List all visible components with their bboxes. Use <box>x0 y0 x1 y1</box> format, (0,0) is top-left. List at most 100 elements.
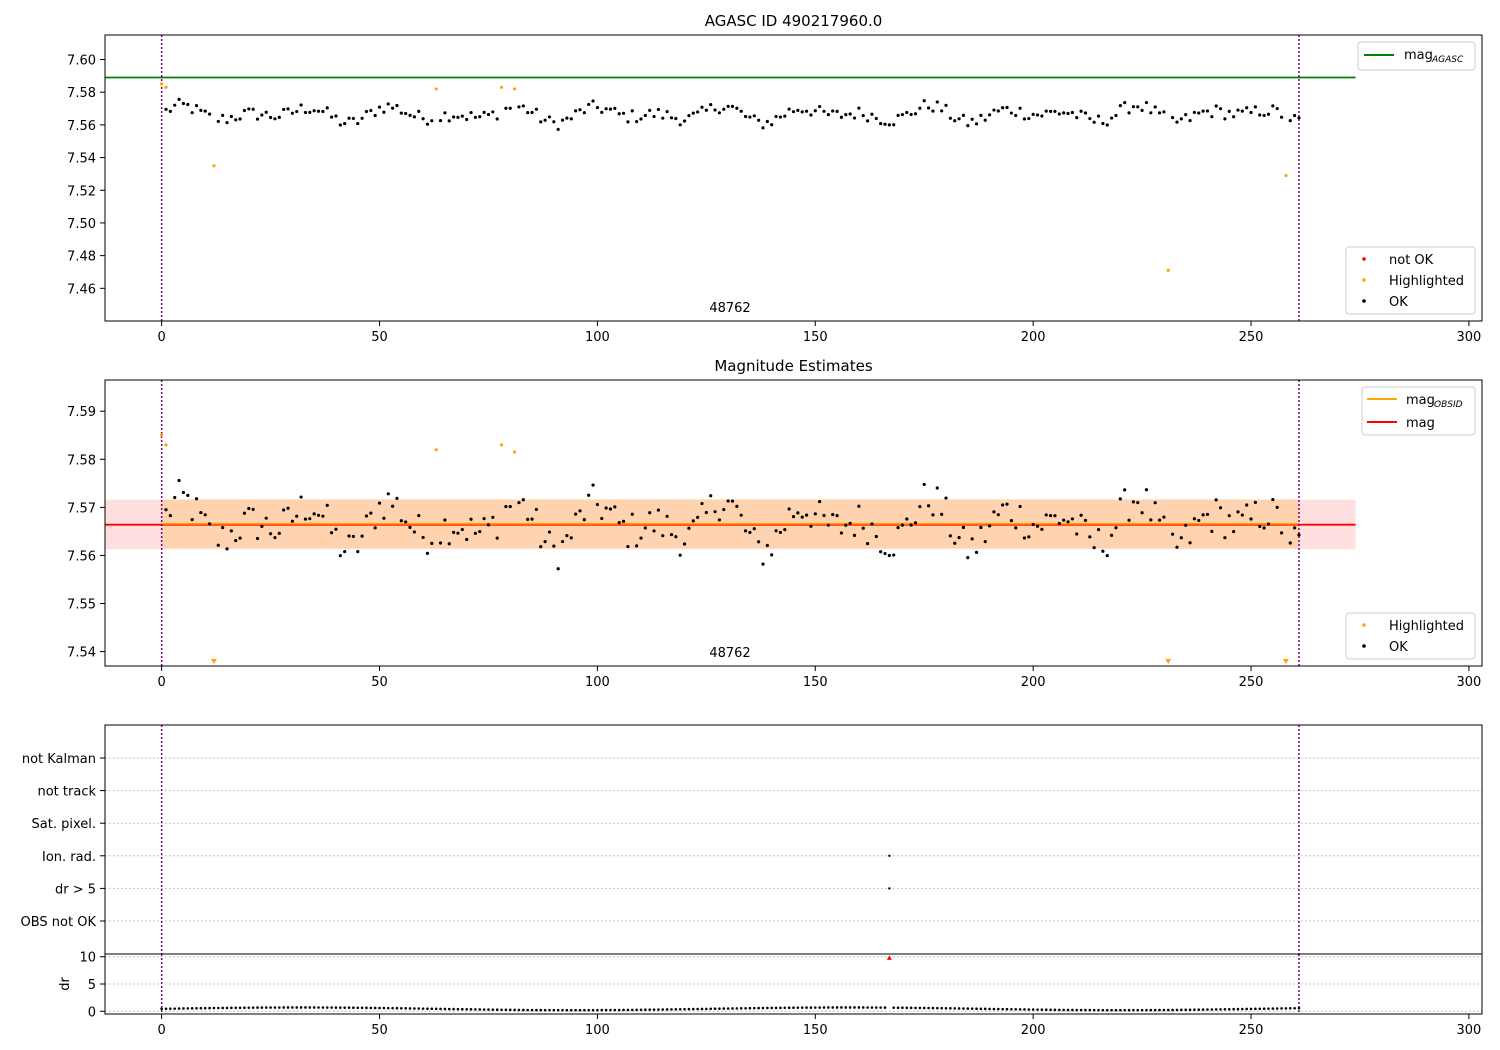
ok-point <box>1070 110 1074 115</box>
dr-point <box>1210 1008 1214 1011</box>
dr-point <box>874 1006 878 1009</box>
ok-point <box>757 540 761 544</box>
dr-point <box>1149 1008 1153 1012</box>
ok-point <box>818 499 822 504</box>
ok-point <box>1253 105 1258 109</box>
highlighted-point <box>1284 173 1288 178</box>
dr-point <box>339 1006 342 1009</box>
ok-point <box>826 523 830 527</box>
dr-point <box>678 1007 682 1011</box>
dr-point <box>1058 1008 1061 1012</box>
dr-point <box>1031 1008 1035 1011</box>
ok-point <box>1157 111 1162 115</box>
ok-point <box>608 507 613 511</box>
x-tick-label: 0 <box>158 1023 166 1038</box>
ok-point <box>587 102 591 107</box>
y-tick-label: 7.60 <box>67 54 96 69</box>
ok-point <box>918 106 922 110</box>
ok-point <box>242 511 247 515</box>
ok-point <box>852 116 857 120</box>
ok-point <box>639 536 643 540</box>
dr-point <box>687 1007 691 1011</box>
ok-point <box>948 116 952 120</box>
ok-point <box>181 490 186 495</box>
ok-point <box>168 514 172 518</box>
dr-point <box>892 1006 896 1009</box>
ok-point <box>247 107 251 111</box>
ok-point <box>987 113 992 117</box>
x-tick-label: 50 <box>371 675 388 690</box>
ok-point <box>1240 109 1244 113</box>
ok-point <box>1205 512 1210 517</box>
ok-point <box>1118 104 1122 108</box>
ok-point <box>430 119 434 123</box>
ok-point <box>748 115 752 119</box>
x-tick-label: 200 <box>1021 330 1046 345</box>
x-tick-label: 300 <box>1457 1023 1482 1038</box>
ok-point <box>321 514 325 518</box>
ok-point <box>691 111 695 115</box>
ok-point <box>613 505 617 509</box>
legend-label: OK <box>1389 295 1408 310</box>
dr-point <box>299 1006 303 1009</box>
ok-point <box>739 109 743 113</box>
dr-point <box>238 1006 242 1010</box>
ok-point <box>844 523 848 527</box>
dr-point <box>1027 1008 1031 1011</box>
axes-frame <box>104 724 1483 955</box>
ok-point <box>251 507 255 511</box>
dr-point <box>861 1006 865 1009</box>
ok-point <box>1092 120 1096 124</box>
ok-point <box>539 120 543 124</box>
ok-point <box>1070 517 1074 521</box>
ok-point <box>1245 503 1249 507</box>
ok-point <box>922 99 926 103</box>
ok-point <box>791 515 796 519</box>
ok-point <box>478 115 482 119</box>
dr-point <box>1267 1007 1270 1010</box>
ok-point <box>1062 111 1066 115</box>
dr-point <box>1105 1008 1109 1012</box>
ok-point <box>203 513 207 517</box>
ok-point <box>1236 510 1240 514</box>
dr-point <box>700 1007 704 1011</box>
dr-point <box>731 1007 734 1010</box>
ok-point <box>643 526 647 530</box>
ok-point <box>1201 513 1205 517</box>
dr-point <box>1092 1008 1096 1012</box>
ok-point <box>1201 109 1205 113</box>
ok-point <box>560 118 565 122</box>
y-tick-label: 7.54 <box>67 646 96 661</box>
dr-point <box>243 1006 246 1010</box>
y-tick-label: 5 <box>88 978 96 993</box>
flag-point <box>888 887 891 890</box>
ok-point <box>316 109 321 113</box>
ok-point <box>517 105 521 109</box>
ok-point <box>635 544 639 548</box>
ok-point <box>526 517 530 522</box>
ok-point <box>351 534 355 539</box>
highlighted-point <box>164 85 168 89</box>
dr-point <box>1162 1008 1166 1012</box>
dr-point <box>561 1008 564 1012</box>
ok-point <box>909 523 913 527</box>
ok-point <box>844 113 848 117</box>
ok-point <box>678 553 682 557</box>
ok-point <box>1271 104 1275 108</box>
dr-point <box>752 1006 756 1010</box>
ok-point <box>822 513 826 518</box>
ok-point <box>918 504 922 509</box>
ok-point <box>665 514 669 518</box>
ok-point <box>743 529 748 533</box>
dr-point <box>1084 1008 1087 1012</box>
ok-point <box>922 482 926 487</box>
ok-point <box>521 498 525 502</box>
dr-point <box>1010 1007 1013 1011</box>
dr-point <box>160 1007 163 1011</box>
ok-point <box>1210 115 1214 119</box>
ok-point <box>347 534 351 538</box>
offscale-marker <box>1165 659 1172 664</box>
ok-point <box>299 103 303 107</box>
ok-point <box>1105 123 1109 127</box>
dr-point <box>1114 1008 1118 1012</box>
